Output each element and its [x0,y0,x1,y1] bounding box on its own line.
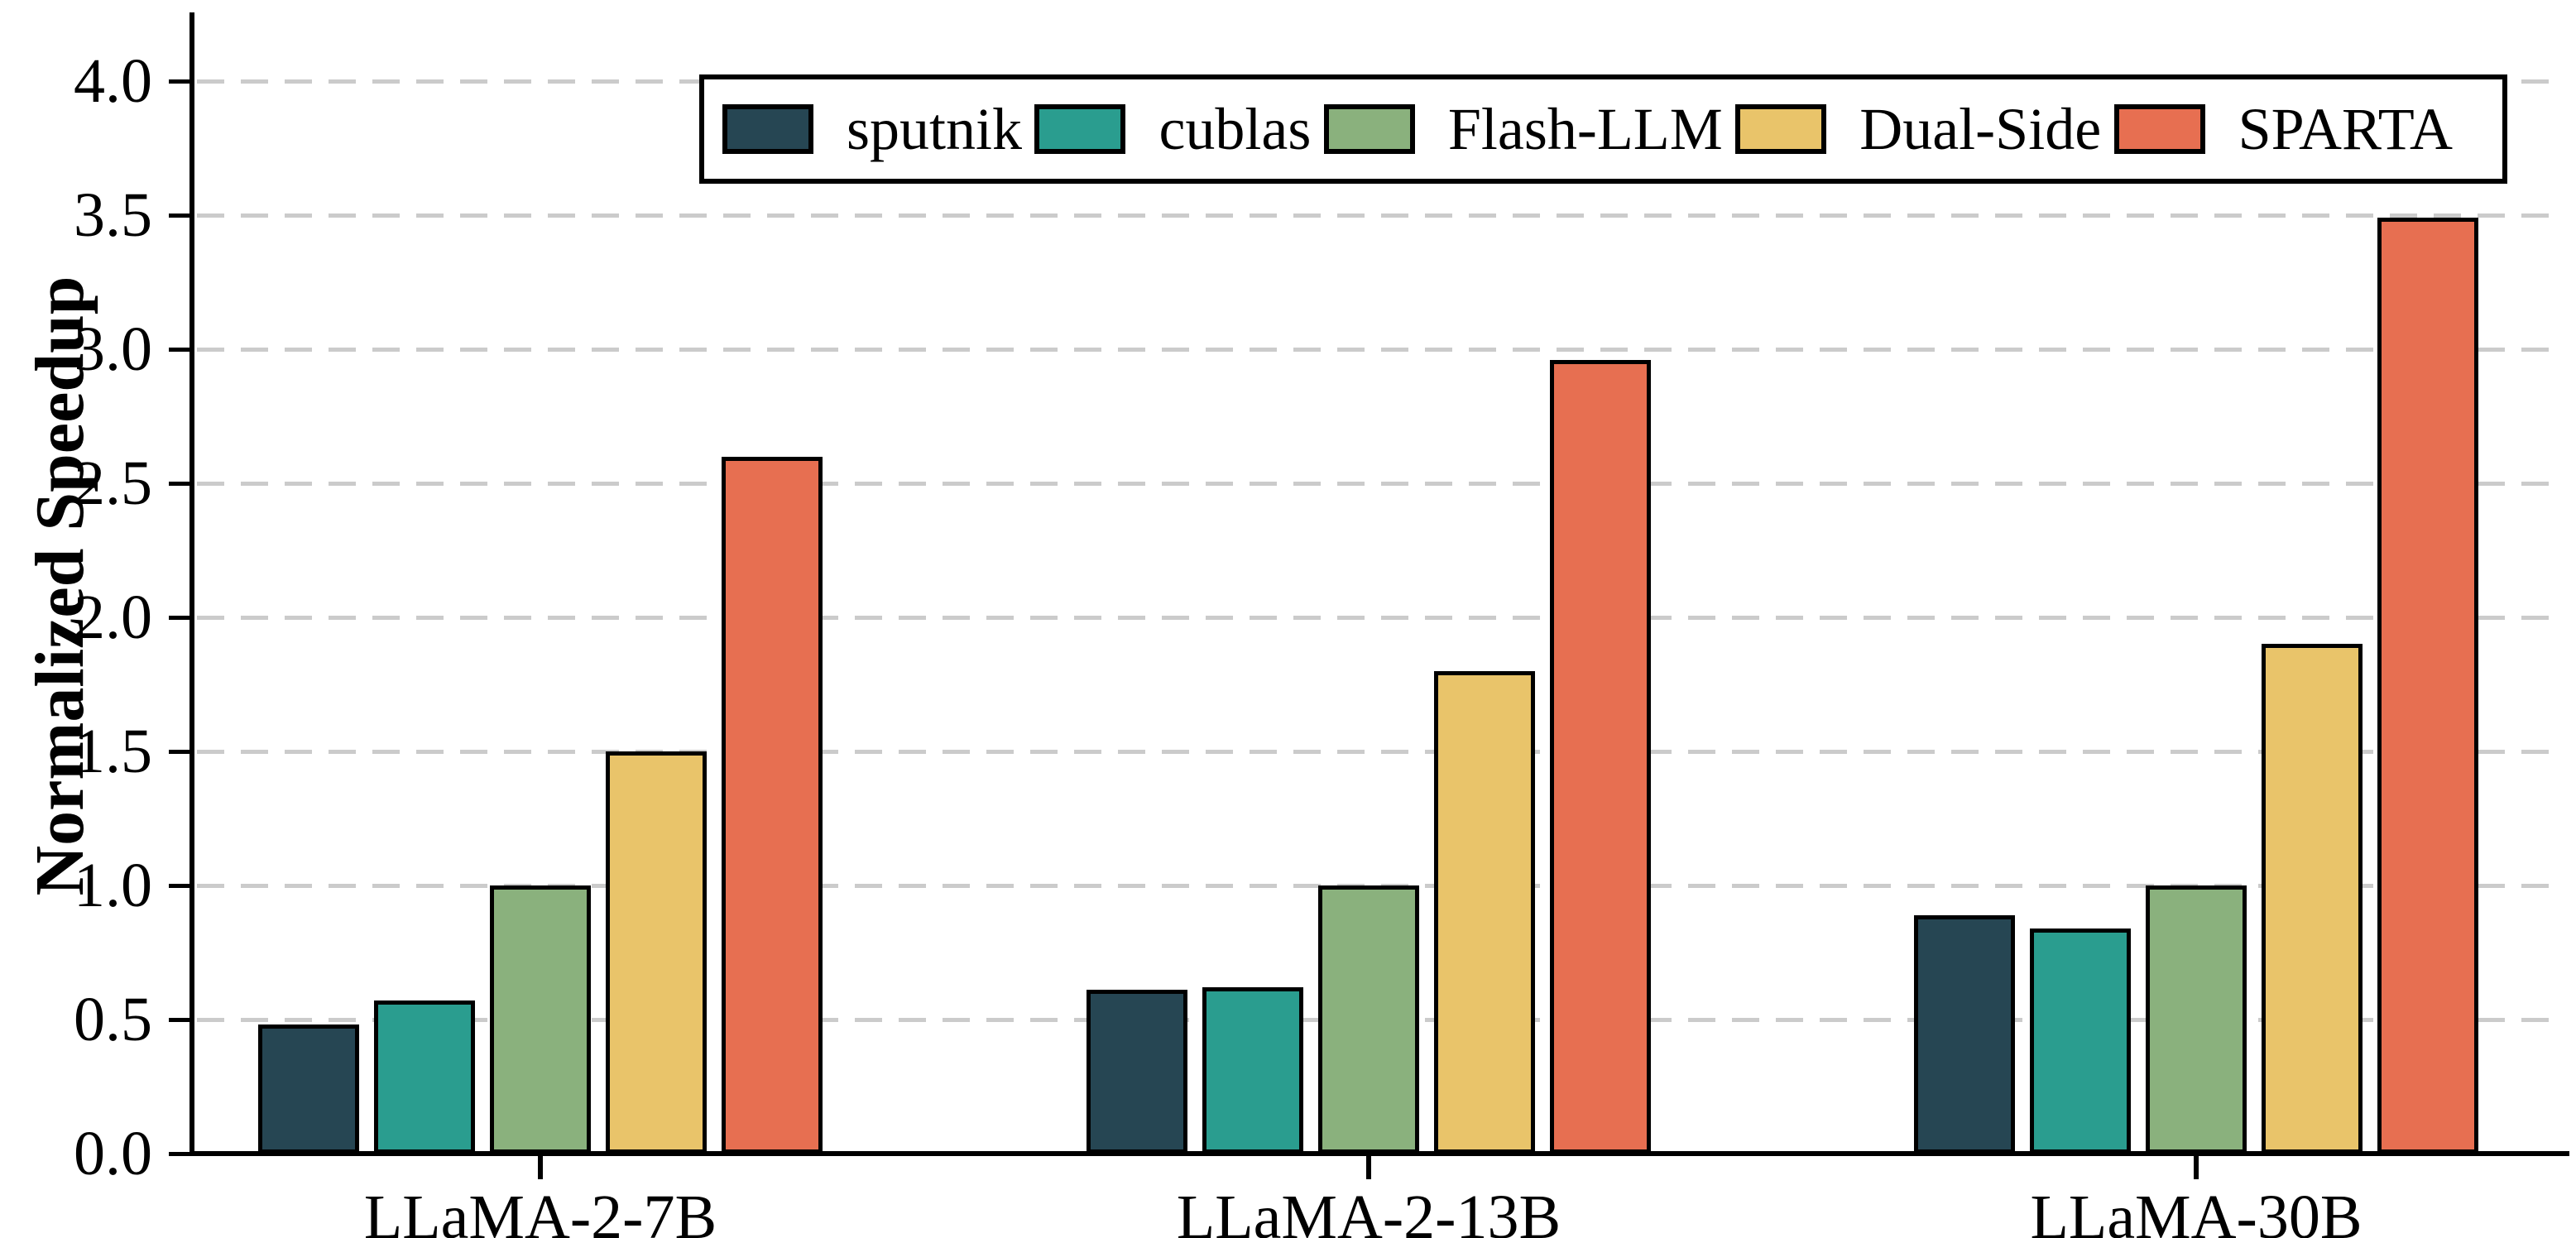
y-tick-label-3.0: 3.0 [74,314,152,384]
y-tick-2.5 [169,482,192,486]
legend-label-SPARTA: SPARTA [2238,96,2453,162]
legend-label-Dual-Side: Dual-Side [1859,96,2102,162]
y-axis-spine [189,12,194,1156]
x-tick-LLaMA-2-7B [538,1156,543,1179]
legend-label-Flash-LLM: Flash-LLM [1447,96,1723,162]
legend-item-Dual-Side: Dual-Side [1735,99,2101,159]
bar-cublas-LLaMA-2-13B [1202,987,1303,1154]
bar-Flash-LLM-LLaMA-30B [2146,885,2247,1154]
y-tick-4.0 [169,79,192,84]
y-tick-1.0 [169,884,192,888]
y-tick-3.5 [169,214,192,218]
y-tick-label-2.5: 2.5 [74,449,152,518]
legend-swatch-sputnik [722,104,813,154]
bar-cublas-LLaMA-2-7B [374,1000,475,1154]
legend-label-cublas: cublas [1158,96,1312,162]
legend-swatch-SPARTA [2113,104,2205,154]
gridline-y-3.0 [197,348,2559,352]
bar-Flash-LLM-LLaMA-2-13B [1318,885,1419,1154]
x-tick-label-LLaMA-2-7B: LLaMA-2-7B [363,1183,717,1238]
bar-Dual-Side-LLaMA-2-13B [1434,671,1535,1154]
y-tick-label-1.5: 1.5 [74,717,152,786]
bar-SPARTA-LLaMA-2-13B [1550,360,1651,1154]
y-tick-0.0 [169,1152,192,1156]
bar-sputnik-LLaMA-2-13B [1087,990,1187,1154]
y-tick-label-1.0: 1.0 [74,851,152,920]
gridline-y-3.5 [197,214,2559,218]
legend-label-sputnik: sputnik [847,96,1023,162]
x-tick-label-LLaMA-30B: LLaMA-30B [2030,1183,2363,1238]
x-tick-label-LLaMA-2-13B: LLaMA-2-13B [1176,1183,1561,1238]
y-tick-label-4.0: 4.0 [74,46,152,116]
y-tick-label-0.5: 0.5 [74,985,152,1054]
legend-item-SPARTA: SPARTA [2113,96,2453,162]
y-tick-1.5 [169,750,192,754]
x-tick-LLaMA-30B [2194,1156,2199,1179]
legend: sputnik cublas Flash-LLM Dual-Side SPARTA [699,74,2507,184]
legend-swatch-Dual-Side [1735,104,1827,154]
bar-Dual-Side-LLaMA-30B [2262,644,2363,1154]
bar-SPARTA-LLaMA-30B [2377,218,2478,1154]
legend-swatch-Flash-LLM [1323,104,1415,154]
y-tick-2.0 [169,616,192,620]
bar-Flash-LLM-LLaMA-2-7B [490,885,591,1154]
gridline-y-2.5 [197,482,2559,486]
bar-Dual-Side-LLaMA-2-7B [606,751,707,1154]
y-tick-label-3.5: 3.5 [74,180,152,250]
bar-cublas-LLaMA-30B [2030,928,2131,1154]
bar-sputnik-LLaMA-30B [1914,915,2015,1154]
legend-item-Flash-LLM: Flash-LLM [1323,96,1723,162]
legend-item-cublas: cublas [1034,99,1311,159]
bar-SPARTA-LLaMA-2-7B [722,457,823,1154]
bar-sputnik-LLaMA-2-7B [258,1024,359,1154]
legend-item-sputnik: sputnik [722,99,1022,159]
legend-swatch-cublas [1034,104,1126,154]
y-tick-label-0.0: 0.0 [74,1119,152,1188]
y-tick-label-2.0: 2.0 [74,583,152,652]
gridline-y-2.0 [197,616,2559,620]
x-axis-spine [189,1151,2569,1156]
gridline-y-1.5 [197,750,2559,754]
x-tick-LLaMA-2-13B [1366,1156,1371,1179]
y-tick-0.5 [169,1018,192,1022]
y-tick-3.0 [169,348,192,352]
